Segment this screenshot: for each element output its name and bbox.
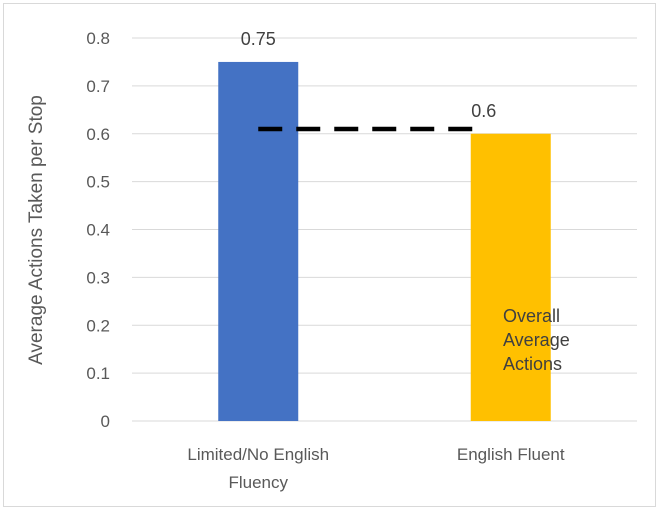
- y-tick-label: 0.3: [86, 268, 110, 287]
- y-tick-label: 0.6: [86, 125, 110, 144]
- y-tick-label: 0.2: [86, 316, 110, 335]
- y-tick-label: 0.7: [86, 77, 110, 96]
- reference-line-label: Overall: [503, 306, 560, 326]
- y-tick-label: 0.4: [86, 221, 110, 240]
- category-label: English Fluent: [457, 445, 565, 464]
- y-tick-label: 0.8: [86, 29, 110, 48]
- y-tick-labels: 0 0.1 0.2 0.3 0.4 0.5 0.6 0.7 0.8: [86, 29, 110, 431]
- category-labels: Limited/No English Fluency English Fluent: [187, 445, 565, 492]
- bars: [218, 62, 551, 421]
- reference-line-label: Average: [503, 330, 570, 350]
- data-label: 0.6: [471, 101, 496, 121]
- category-label: Limited/No English: [187, 445, 329, 464]
- reference-line-annotation: Overall Average Actions: [503, 306, 570, 374]
- y-tick-label: 0.5: [86, 173, 110, 192]
- reference-line-label: Actions: [503, 354, 562, 374]
- category-label: Fluency: [228, 473, 288, 492]
- bar: [218, 62, 298, 421]
- y-tick-label: 0: [101, 412, 110, 431]
- y-axis-title: Average Actions Taken per Stop: [26, 95, 47, 365]
- y-tick-label: 0.1: [86, 364, 110, 383]
- bar: [471, 134, 551, 421]
- data-label: 0.75: [241, 29, 276, 49]
